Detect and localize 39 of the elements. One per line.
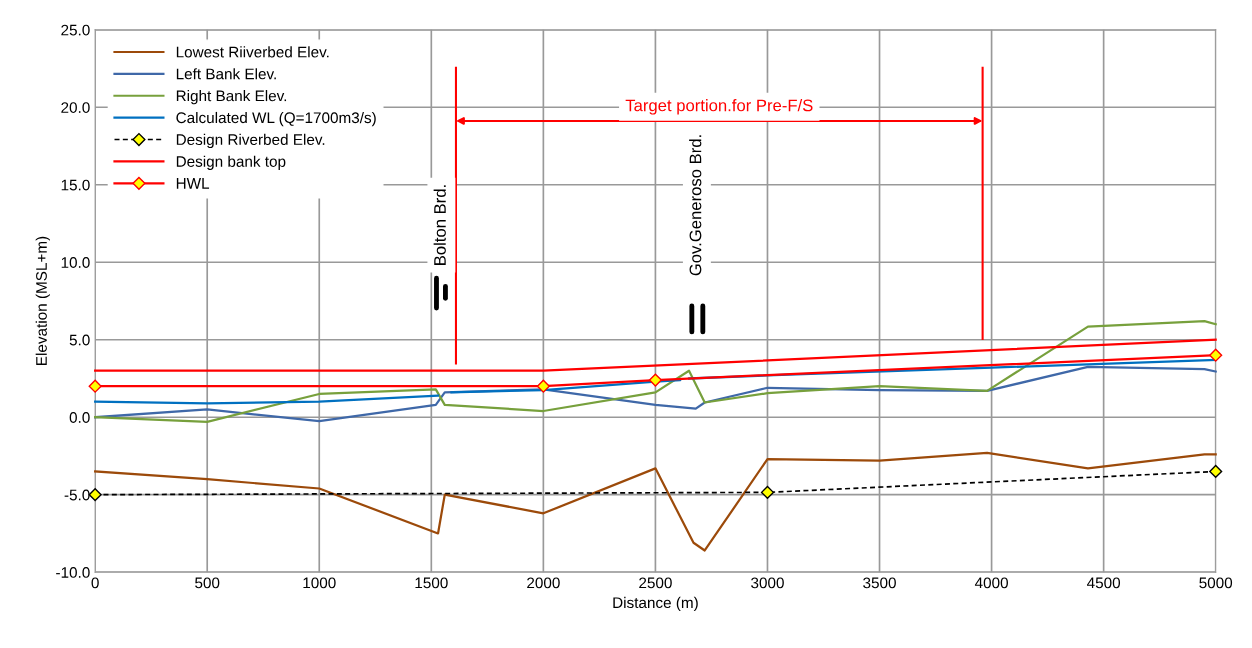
y-axis-title: Elevation (MSL+m) [35, 236, 50, 365]
x-tick-label: 4000 [974, 577, 1008, 589]
x-axis-title: Distance (m) [613, 596, 698, 612]
x-tick-label: 500 [195, 577, 220, 589]
y-tick-label: -10.0 [56, 567, 90, 578]
legend-label: Design bank top [176, 155, 286, 170]
y-tick-label: 15.0 [61, 179, 90, 191]
y-tick-label: 5.0 [69, 334, 90, 346]
line-series [94, 451, 1217, 552]
legend-label: Left Bank Elev. [176, 68, 276, 80]
x-tick-label: 2500 [639, 577, 672, 589]
y-tick-label: 20.0 [61, 102, 90, 113]
annotation: Target portion.for Pre-F/S [625, 99, 813, 115]
point [648, 373, 663, 387]
legend-label: HWL [176, 178, 210, 189]
point [1209, 348, 1223, 362]
x-tick-label: 1500 [415, 577, 448, 589]
point [536, 379, 550, 393]
y-tick-label: 10.0 [61, 257, 90, 268]
legend-label: Design Riverbed Elev. [176, 133, 325, 149]
x-tick-label: 1000 [303, 577, 336, 589]
point [1209, 464, 1223, 479]
point [88, 379, 102, 393]
y-tick-label: -5.0 [64, 489, 90, 501]
point [760, 485, 775, 499]
y-tick-label: 0.0 [69, 412, 90, 423]
y-tick-label: 25.0 [61, 24, 90, 36]
annotation: Bolton Brd. [433, 185, 446, 265]
line-series [94, 320, 1217, 423]
x-tick-label: 4500 [1087, 577, 1121, 589]
legend-label: Right Bank Elev. [176, 90, 287, 105]
legend-label: Lowest Riiverbed Elev. [176, 46, 329, 58]
legend-label: Calculated WL (Q=1700m3/s) [176, 111, 376, 127]
annotation: Gov.Generoso Brd. [689, 135, 702, 276]
x-tick-label: 3500 [863, 577, 896, 589]
x-tick-label: 3000 [751, 577, 784, 589]
x-tick-label: 2000 [527, 577, 560, 589]
x-tick-label: 0 [91, 577, 99, 589]
x-tick-label: 5000 [1199, 577, 1233, 589]
